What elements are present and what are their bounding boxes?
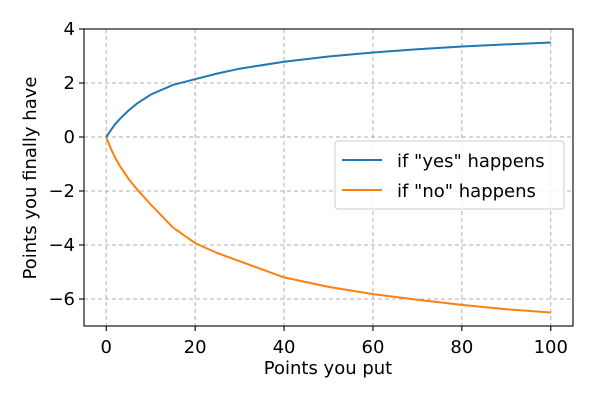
y-tick-label: 2 [64, 73, 75, 94]
plot-area [105, 41, 551, 314]
plot-frame [83, 28, 574, 327]
y-axis: −6 −4 −2 0 2 4 [48, 19, 84, 310]
y-tick-label: 4 [64, 19, 75, 40]
x-tick-label: 20 [184, 337, 207, 358]
legend-box [334, 140, 565, 210]
x-tick-label: 100 [534, 337, 568, 358]
x-tick-label: 60 [362, 337, 385, 358]
y-tick-label: 0 [64, 127, 75, 148]
x-tick-label: 80 [450, 337, 473, 358]
legend: if "yes" happens if "no" happens [334, 140, 565, 210]
x-tick-label: 0 [101, 337, 112, 358]
x-axis: 0 20 40 60 80 100 [101, 326, 568, 358]
y-axis-label: Points you finally have [20, 77, 41, 280]
x-axis-label: Points you put [264, 358, 392, 379]
series-line-no [105, 136, 551, 314]
legend-label-no: if "no" happens [397, 181, 536, 202]
y-tick-label: −2 [48, 181, 75, 202]
y-tick-label: −6 [48, 289, 75, 310]
x-tick-label: 40 [273, 337, 296, 358]
legend-label-yes: if "yes" happens [397, 151, 545, 172]
y-tick-label: −4 [48, 235, 75, 256]
series-line-yes [105, 41, 551, 138]
